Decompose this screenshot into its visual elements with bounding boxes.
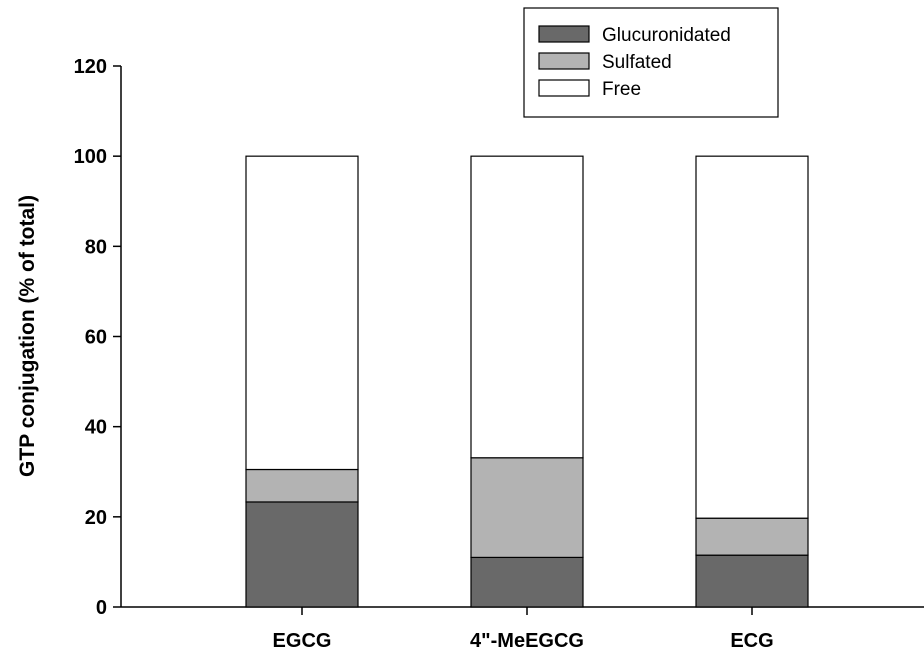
bar-segment-glucuronidated [470,556,584,608]
legend-label: Glucuronidated [602,25,731,46]
legend: Glucuronidated Sulfated Free [523,7,779,118]
y-tick-label: 100 [74,146,107,168]
y-ticks: 0 20 40 60 80 100 120 [74,56,121,619]
legend-swatch [538,79,590,97]
y-tick-label: 40 [85,417,107,439]
bars [245,155,809,608]
bar-segment-sulfated [245,468,359,503]
legend-label: Free [602,79,641,100]
y-axis-title: GTP conjugation (% of total) [16,195,39,477]
legend-swatch [538,52,590,70]
bar-segment-free [245,155,359,471]
legend-label: Sulfated [602,52,672,73]
y-tick-label: 60 [85,327,107,349]
y-tick-label: 20 [85,507,107,529]
x-categories: EGCG 4"-MeEGCG ECG [273,607,774,652]
x-category-label: 4"-MeEGCG [470,630,584,652]
bar-segment-sulfated [470,457,584,559]
bar-segment-sulfated [695,517,809,556]
y-tick-label: 80 [85,236,107,258]
y-tick-label: 0 [96,597,107,619]
bar-segment-glucuronidated [695,554,809,608]
legend-swatch [538,25,590,43]
y-tick-label: 120 [74,56,107,78]
x-category-label: ECG [730,630,773,652]
bar-segment-free [695,155,809,519]
bar-segment-glucuronidated [245,501,359,608]
x-category-label: EGCG [273,630,332,652]
bar-segment-free [470,155,584,459]
